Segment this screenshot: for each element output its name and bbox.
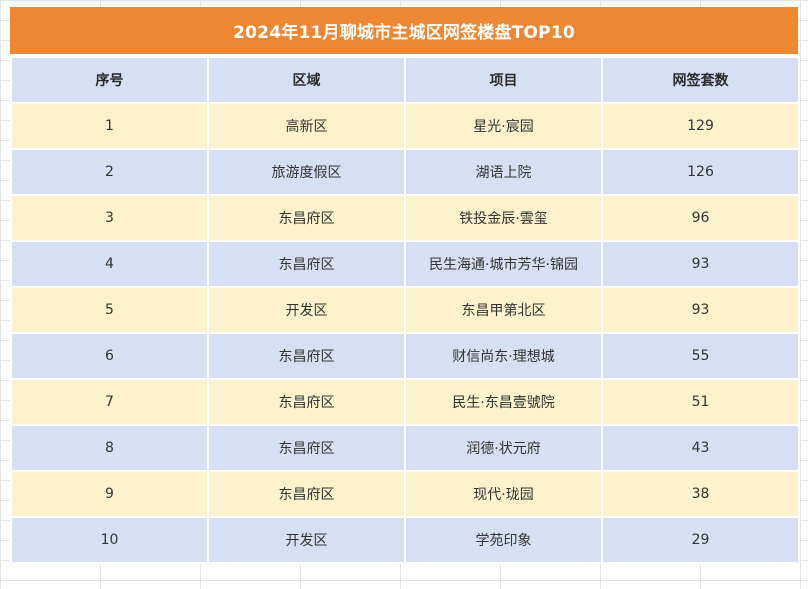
- project-cell: 民生·东昌壹號院: [404, 378, 603, 426]
- table-row: 5 开发区 东昌甲第北区 93: [10, 286, 800, 334]
- header-row: 序号 区域 项目 网签套数: [10, 56, 800, 104]
- district-cell: 开发区: [207, 286, 406, 334]
- ranking-table-container: 2024年11月聊城市主城区网签楼盘TOP10 序号 区域 项目 网签套数 1 …: [10, 7, 800, 564]
- rank-cell: 2: [10, 148, 209, 196]
- units-cell: 55: [601, 332, 800, 380]
- table-row: 2 旅游度假区 湖语上院 126: [10, 148, 800, 196]
- table-row: 1 高新区 星光·宸园 129: [10, 102, 800, 150]
- table-row: 8 东昌府区 润德·状元府 43: [10, 424, 800, 472]
- units-cell: 43: [601, 424, 800, 472]
- district-cell: 东昌府区: [207, 470, 406, 518]
- rank-cell: 9: [10, 470, 209, 518]
- rank-cell: 4: [10, 240, 209, 288]
- district-cell: 东昌府区: [207, 332, 406, 380]
- project-cell: 星光·宸园: [404, 102, 603, 150]
- units-cell: 93: [601, 286, 800, 334]
- district-cell: 开发区: [207, 516, 406, 564]
- rank-cell: 10: [10, 516, 209, 564]
- units-cell: 96: [601, 194, 800, 242]
- units-cell: 126: [601, 148, 800, 196]
- table-row: 6 东昌府区 财信尚东·理想城 55: [10, 332, 800, 380]
- rank-cell: 8: [10, 424, 209, 472]
- district-cell: 东昌府区: [207, 240, 406, 288]
- units-cell: 38: [601, 470, 800, 518]
- project-cell: 民生海通·城市芳华·锦园: [404, 240, 603, 288]
- project-cell: 铁投金辰·雲玺: [404, 194, 603, 242]
- project-cell: 润德·状元府: [404, 424, 603, 472]
- project-cell: 学苑印象: [404, 516, 603, 564]
- column-header-project: 项目: [404, 56, 603, 104]
- district-cell: 东昌府区: [207, 424, 406, 472]
- table-row: 3 东昌府区 铁投金辰·雲玺 96: [10, 194, 800, 242]
- district-cell: 东昌府区: [207, 378, 406, 426]
- table-row: 4 东昌府区 民生海通·城市芳华·锦园 93: [10, 240, 800, 288]
- district-cell: 高新区: [207, 102, 406, 150]
- ranking-table: 序号 区域 项目 网签套数 1 高新区 星光·宸园 129 2 旅游度假区 湖语…: [10, 56, 800, 564]
- table-title: 2024年11月聊城市主城区网签楼盘TOP10: [10, 7, 798, 56]
- units-cell: 29: [601, 516, 800, 564]
- table-row: 9 东昌府区 现代·珑园 38: [10, 470, 800, 518]
- district-cell: 旅游度假区: [207, 148, 406, 196]
- district-cell: 东昌府区: [207, 194, 406, 242]
- rank-cell: 3: [10, 194, 209, 242]
- units-cell: 129: [601, 102, 800, 150]
- column-header-district: 区域: [207, 56, 406, 104]
- column-header-units: 网签套数: [601, 56, 800, 104]
- project-cell: 东昌甲第北区: [404, 286, 603, 334]
- rank-cell: 5: [10, 286, 209, 334]
- table-row: 10 开发区 学苑印象 29: [10, 516, 800, 564]
- project-cell: 财信尚东·理想城: [404, 332, 603, 380]
- units-cell: 93: [601, 240, 800, 288]
- units-cell: 51: [601, 378, 800, 426]
- rank-cell: 7: [10, 378, 209, 426]
- rank-cell: 6: [10, 332, 209, 380]
- project-cell: 现代·珑园: [404, 470, 603, 518]
- rank-cell: 1: [10, 102, 209, 150]
- table-row: 7 东昌府区 民生·东昌壹號院 51: [10, 378, 800, 426]
- project-cell: 湖语上院: [404, 148, 603, 196]
- column-header-rank: 序号: [10, 56, 209, 104]
